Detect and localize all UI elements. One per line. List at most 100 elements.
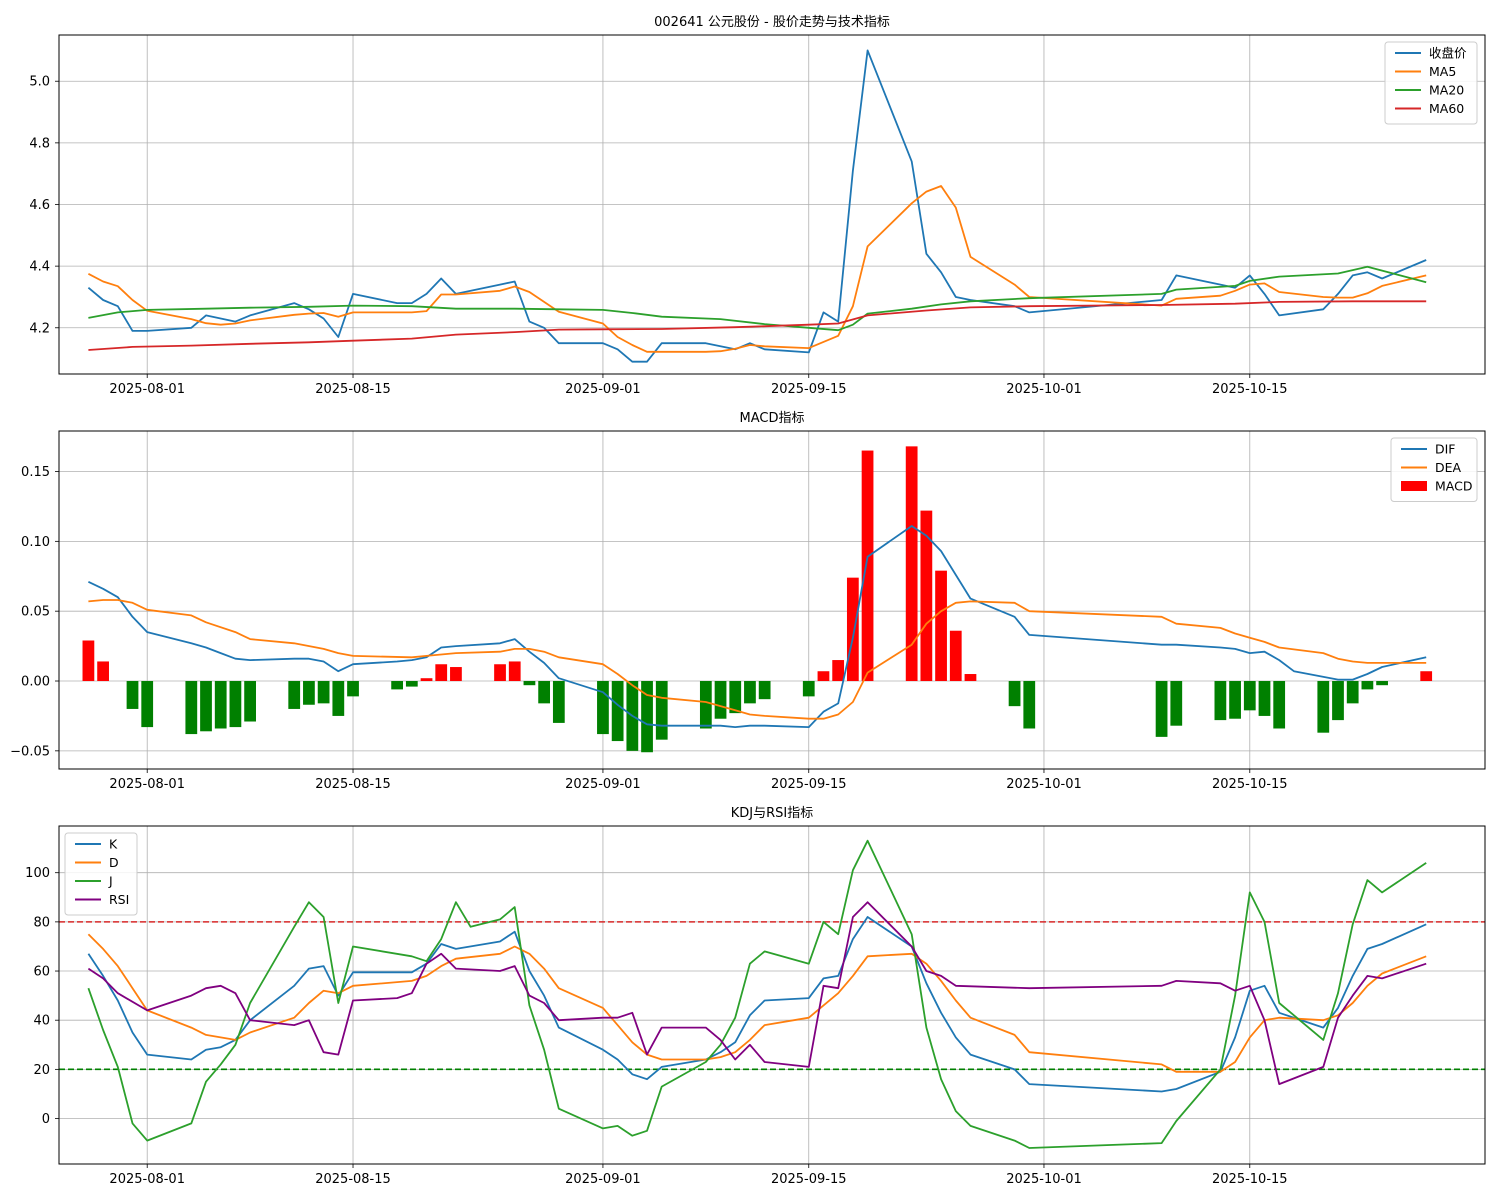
macd-bar [82, 640, 95, 682]
price-legend-label: 收盘价 [1429, 46, 1467, 61]
kdj-legend-label: K [109, 837, 118, 852]
price-x-tick-label: 2025-09-01 [565, 382, 641, 397]
macd-panel: MACD指标 2025-08-01 2025-08-15 2025-09-01 202… [10, 411, 1486, 792]
kdj-y-tick-label: 100 [25, 866, 50, 881]
kdj-y-tick-label: 80 [33, 915, 50, 930]
price-grid [59, 35, 1485, 374]
kdj-x-tick-label: 2025-08-15 [315, 1172, 391, 1187]
macd-bar [141, 681, 154, 728]
kdj-lines [87, 839, 1427, 1149]
price-y-tick-label: 4.6 [29, 198, 50, 213]
kdj-legend-label: RSI [109, 892, 129, 907]
macd-series-dea-line [88, 599, 1427, 720]
macd-x-ticks: 2025-08-01 2025-08-15 2025-09-01 2025-09-15… [109, 769, 1288, 792]
macd-bar [126, 681, 139, 709]
price-y-tick-label: 4.2 [29, 321, 50, 336]
kdj-y-tick-label: 0 [42, 1112, 50, 1127]
macd-bar [1346, 681, 1359, 704]
kdj-legend-box [64, 832, 138, 916]
kdj-x-tick-label: 2025-08-01 [109, 1172, 185, 1187]
macd-bar [1229, 681, 1241, 719]
price-legend-label: MA20 [1429, 83, 1464, 98]
price-series-收盘价-line [87, 49, 1427, 363]
price-y-tick-label: 4.4 [29, 260, 50, 275]
kdj-y-ticks: 0 20 40 60 80 100 [25, 866, 59, 1127]
kdj-x-tick-label: 2025-10-15 [1212, 1172, 1288, 1187]
macd-bar [435, 664, 448, 682]
price-lines [87, 49, 1427, 363]
macd-axes-frame [58, 430, 1486, 770]
macd-x-tick-label: 2025-10-15 [1212, 777, 1288, 792]
kdj-series-rsi-line [87, 901, 1427, 1085]
price-series-ma5-line [87, 185, 1427, 353]
kdj-x-tick-label: 2025-09-01 [565, 1172, 641, 1187]
macd-panel-title: MACD指标 [740, 411, 805, 426]
macd-bar [1008, 681, 1021, 707]
price-panel-title: 002641 公元股份 - 股价走势与技术指标 [654, 14, 890, 30]
macd-bar [714, 681, 727, 719]
macd-bar [229, 681, 242, 728]
macd-x-tick-label: 2025-09-01 [565, 777, 641, 792]
macd-bar [1155, 681, 1168, 737]
macd-bar [1214, 681, 1227, 721]
macd-series-dif-line [88, 525, 1427, 728]
macd-y-tick-label: 0.05 [21, 605, 50, 620]
macd-bar [303, 681, 315, 705]
macd-bar [494, 664, 506, 682]
price-legend-label: MA5 [1429, 64, 1456, 79]
macd-bar [655, 681, 668, 740]
macd-bar [552, 681, 565, 723]
price-x-tick-label: 2025-08-15 [315, 382, 391, 397]
macd-bar [935, 570, 947, 682]
kdj-series-j-line [87, 839, 1427, 1149]
macd-bar [347, 681, 359, 697]
macd-bar [861, 450, 874, 682]
macd-bar [420, 678, 433, 682]
macd-y-tick-label: 0.10 [21, 535, 50, 550]
price-legend: 收盘价 MA5 MA20 MA60 [1384, 41, 1478, 125]
macd-bar [332, 681, 345, 716]
macd-bar [611, 681, 624, 742]
macd-bar [1376, 681, 1388, 686]
macd-lines [88, 525, 1427, 728]
macd-x-tick-label: 2025-08-01 [109, 777, 185, 792]
macd-bar [744, 681, 756, 704]
macd-bar [450, 667, 462, 682]
macd-legend-label: MACD [1435, 479, 1472, 494]
macd-bar [1420, 671, 1433, 682]
macd-bar [97, 661, 109, 682]
kdj-y-tick-label: 40 [33, 1014, 50, 1029]
kdj-y-tick-label: 20 [33, 1063, 50, 1078]
macd-bar [699, 681, 712, 729]
macd-bar [1361, 681, 1374, 690]
macd-bar [597, 681, 609, 735]
kdj-x-tick-label: 2025-09-15 [771, 1172, 847, 1187]
price-x-tick-label: 2025-10-01 [1006, 382, 1082, 397]
macd-bar [185, 681, 198, 735]
macd-bar [641, 681, 653, 753]
macd-y-tick-label: −0.05 [10, 744, 50, 759]
macd-bar [214, 681, 227, 729]
macd-bar [1023, 681, 1036, 729]
macd-bar [920, 510, 933, 682]
price-panel: 002641 公元股份 - 股价走势与技术指标 2025-08-01 2025-0… [29, 14, 1486, 397]
macd-y-tick-label: 0.00 [21, 675, 50, 690]
macd-bar [1170, 681, 1183, 726]
macd-bar [964, 674, 977, 682]
price-x-tick-label: 2025-09-15 [771, 382, 847, 397]
macd-bar [244, 681, 256, 722]
macd-bar [1273, 681, 1286, 729]
kdj-x-tick-label: 2025-10-01 [1006, 1172, 1082, 1187]
price-legend-box [1384, 41, 1478, 125]
macd-legend-label: DEA [1435, 460, 1462, 475]
macd-y-tick-label: 0.15 [21, 465, 50, 480]
kdj-legend-label: D [109, 855, 119, 870]
macd-bar [1332, 681, 1344, 721]
price-y-ticks: 4.2 4.4 4.6 4.8 5.0 [29, 75, 59, 336]
macd-legend-label: DIF [1435, 442, 1456, 457]
macd-x-tick-label: 2025-09-15 [771, 777, 847, 792]
macd-bar [523, 681, 536, 686]
kdj-legend: KDJ RSI [64, 832, 138, 916]
price-x-tick-label: 2025-10-15 [1212, 382, 1288, 397]
price-legend-label: MA60 [1429, 101, 1464, 116]
